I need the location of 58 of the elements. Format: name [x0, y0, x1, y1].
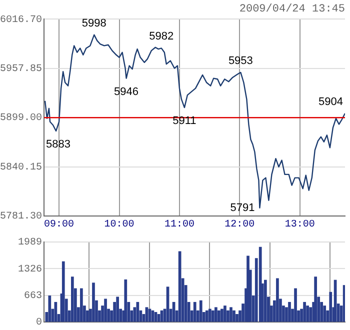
- bar: [276, 278, 279, 322]
- annotation: 5946: [114, 86, 139, 98]
- bar: [342, 285, 345, 322]
- bar: [157, 314, 160, 322]
- bar: [193, 302, 196, 322]
- annotation: 5998: [82, 17, 106, 30]
- bar: [214, 307, 218, 322]
- y-tick-label: 663: [24, 290, 42, 302]
- y-tick-label: 6016.70: [0, 14, 42, 26]
- y-tick-label: 0: [36, 318, 42, 329]
- y-tick-label: 1989: [18, 238, 42, 249]
- bar: [224, 306, 226, 322]
- y-tick-label: 5899.00: [0, 113, 42, 124]
- bar: [314, 276, 317, 322]
- x-tick-label: 10:00: [104, 220, 134, 231]
- bar: [329, 292, 332, 322]
- bar: [306, 306, 309, 322]
- bar: [323, 306, 326, 322]
- bar: [294, 288, 297, 322]
- bar: [230, 307, 232, 322]
- bar: [124, 279, 128, 322]
- bar: [246, 256, 250, 322]
- annotation: 5911: [172, 115, 196, 128]
- bar: [145, 307, 148, 322]
- bar: [116, 296, 119, 322]
- bar: [264, 280, 267, 322]
- x-tick-label: 09:00: [44, 220, 74, 231]
- bar: [48, 296, 52, 322]
- bar: [288, 302, 291, 322]
- bar: [208, 308, 212, 322]
- annotation: 5791: [230, 202, 255, 214]
- bar: [70, 276, 74, 322]
- annotation: 5904: [318, 96, 344, 108]
- bar: [220, 308, 224, 322]
- bar: [62, 261, 65, 322]
- bar: [80, 288, 83, 322]
- bar: [136, 302, 140, 322]
- bar: [104, 298, 107, 322]
- bar: [236, 314, 238, 322]
- bar: [205, 310, 208, 322]
- bar: [199, 300, 202, 322]
- y-tick-label: 5781.30: [0, 212, 42, 223]
- annotation: 5883: [46, 138, 70, 151]
- y-tick-label: 1326: [18, 264, 42, 276]
- bar: [54, 302, 58, 322]
- bar: [92, 282, 95, 322]
- bar: [218, 310, 220, 322]
- bar: [303, 302, 306, 322]
- chart-title: 2009/04/24 13:45: [239, 4, 345, 16]
- annotation: 5982: [149, 30, 174, 43]
- bar: [232, 310, 236, 322]
- x-tick-label: 12:00: [224, 220, 255, 231]
- bar: [211, 310, 214, 322]
- annotation: 5953: [228, 54, 253, 67]
- x-tick-label: 13:00: [284, 220, 315, 231]
- y-tick-label: 5957.85: [0, 64, 42, 76]
- x-tick-label: 11:00: [164, 220, 194, 231]
- y-tick-label: 5840.15: [0, 162, 42, 174]
